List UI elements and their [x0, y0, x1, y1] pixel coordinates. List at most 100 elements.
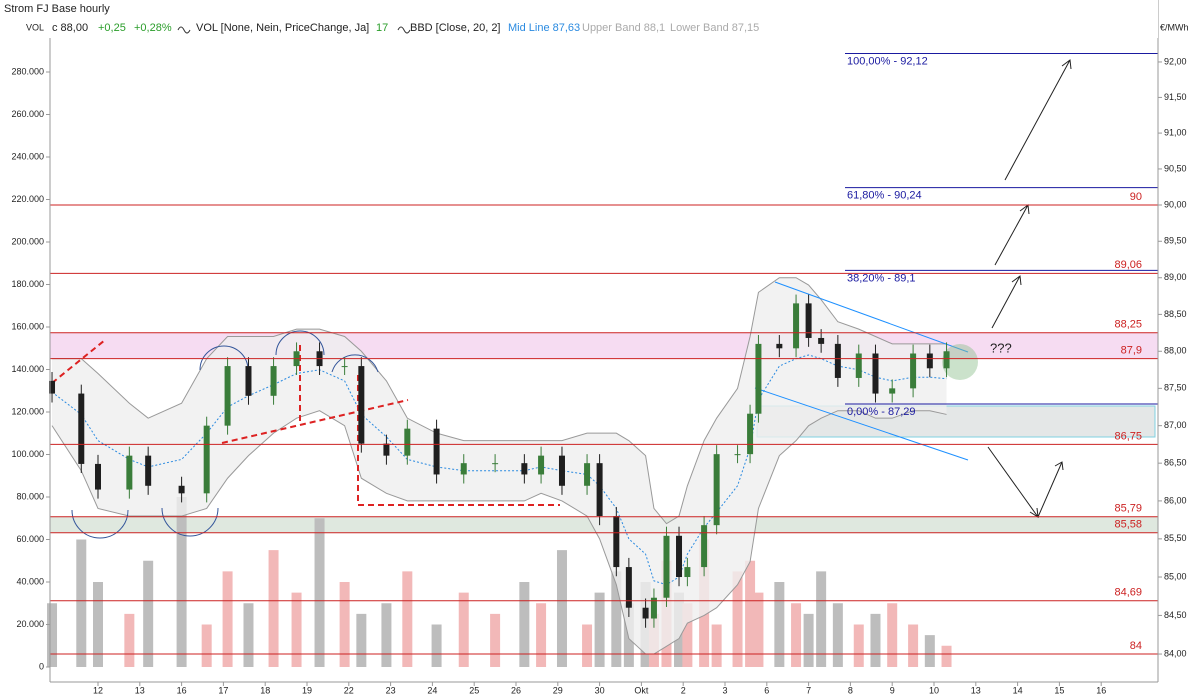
volume-bar — [582, 624, 593, 667]
volume-bar — [519, 581, 530, 667]
y-tick-label: 84,00 — [1164, 648, 1187, 658]
volume-bar — [268, 550, 279, 667]
bbd-indicator: BBD [Close, 20, 2] — [410, 22, 501, 34]
volume-bar — [594, 592, 605, 667]
vol-label: VOL — [26, 22, 44, 32]
level-label: 89,06 — [1114, 259, 1142, 271]
volume-tick-label: 240.000 — [11, 151, 44, 161]
volume-bar — [490, 613, 501, 667]
volume-tick-label: 160.000 — [11, 321, 44, 331]
candle-body — [270, 366, 277, 396]
volume-bar — [753, 592, 764, 667]
candle-body — [805, 303, 812, 338]
candle-body — [684, 567, 691, 578]
volume-tick-label: 80.000 — [16, 491, 44, 501]
y-tick-label: 90,00 — [1164, 199, 1187, 209]
volume-tick-label: 140.000 — [11, 364, 44, 374]
volume-bar — [803, 613, 814, 667]
volume-bar — [870, 613, 881, 667]
level-label: 84,69 — [1114, 587, 1142, 599]
volume-bar — [816, 571, 827, 667]
volume-tick-label: 100.000 — [11, 449, 44, 459]
close-value: c 88,00 — [52, 22, 88, 34]
volume-bar — [356, 613, 367, 667]
volume-bar — [76, 539, 87, 667]
y-tick-label: 89,50 — [1164, 236, 1187, 246]
trend-line — [357, 375, 560, 506]
candle-body — [642, 607, 649, 619]
y-tick-label: 87,50 — [1164, 383, 1187, 393]
x-tick-label: 22 — [344, 685, 354, 695]
y-tick-label: 92,00 — [1164, 56, 1187, 66]
candle-body — [433, 428, 440, 475]
y-tick-label: 88,00 — [1164, 346, 1187, 356]
volume-bar — [143, 560, 154, 667]
x-tick-label: 25 — [469, 685, 479, 695]
candle-body — [943, 351, 950, 369]
candle-body — [910, 353, 917, 389]
candle-body — [872, 353, 879, 394]
level-label: 86,75 — [1114, 430, 1142, 442]
pattern-arc — [161, 507, 219, 537]
candle-body — [95, 463, 101, 490]
y-tick-label: 85,50 — [1164, 533, 1187, 543]
candle-body — [460, 463, 467, 475]
volume-tick-label: 200.000 — [11, 236, 44, 246]
candle-body — [755, 343, 762, 414]
y-tick-label: 87,00 — [1164, 420, 1187, 430]
candle-body — [404, 428, 411, 456]
x-tick-label: 10 — [929, 685, 939, 695]
x-tick-label: 16 — [1096, 685, 1106, 695]
candle-body — [596, 463, 603, 517]
candle-body — [625, 567, 632, 608]
candle-body — [203, 425, 210, 494]
y-tick-label: 85,00 — [1164, 571, 1187, 581]
fib-label: 0,00% - 87,29 — [847, 406, 916, 418]
change: +0,25 — [98, 22, 126, 34]
level-label: 88,25 — [1114, 319, 1142, 331]
volume-bar — [339, 581, 350, 667]
volume-bar — [201, 624, 212, 667]
band-upper — [52, 277, 947, 525]
x-tick-label: 6 — [764, 685, 769, 695]
y-tick-label: 86,50 — [1164, 458, 1187, 468]
candle-body — [889, 388, 896, 394]
x-tick-label: 3 — [722, 685, 727, 695]
volume-tick-label: 280.000 — [11, 66, 44, 76]
x-tick-label: 19 — [302, 685, 312, 695]
x-tick-label: 18 — [260, 685, 270, 695]
volume-bar — [47, 603, 58, 667]
candle-body — [650, 597, 657, 619]
candle-body — [126, 455, 133, 490]
candle-body — [676, 535, 683, 578]
volume-tick-label: 120.000 — [11, 406, 44, 416]
volume-bar — [536, 603, 547, 667]
volume-tick-label: 40.000 — [16, 576, 44, 586]
volume-bar — [243, 603, 254, 667]
x-tick-label: 24 — [427, 685, 437, 695]
candle-body — [538, 455, 545, 475]
level-label: 87,9 — [1121, 345, 1142, 357]
annotation: ??? — [990, 340, 1012, 355]
volume-tick-label: 60.000 — [16, 534, 44, 544]
x-tick-label: 12 — [93, 685, 103, 695]
volume-bar — [774, 581, 785, 667]
unit: €/MWh — [1160, 22, 1189, 32]
level-label: 84 — [1130, 640, 1142, 652]
y-tick-label: 84,50 — [1164, 610, 1187, 620]
volume-bar — [887, 603, 898, 667]
volume-bar — [832, 603, 843, 667]
x-tick-label: Okt — [634, 685, 649, 695]
channel-line — [754, 387, 969, 461]
volume-bar — [431, 624, 442, 667]
candle-body — [747, 413, 754, 455]
indicator-icon — [177, 26, 191, 34]
volume-tick-label: 20.000 — [16, 619, 44, 629]
pattern-arc — [331, 354, 379, 373]
level-label: 90 — [1130, 191, 1142, 203]
x-tick-label: 15 — [1054, 685, 1064, 695]
y-tick-label: 90,50 — [1164, 163, 1187, 173]
candle-body — [584, 463, 591, 486]
trend-line — [51, 339, 106, 384]
candle-body — [224, 366, 231, 426]
